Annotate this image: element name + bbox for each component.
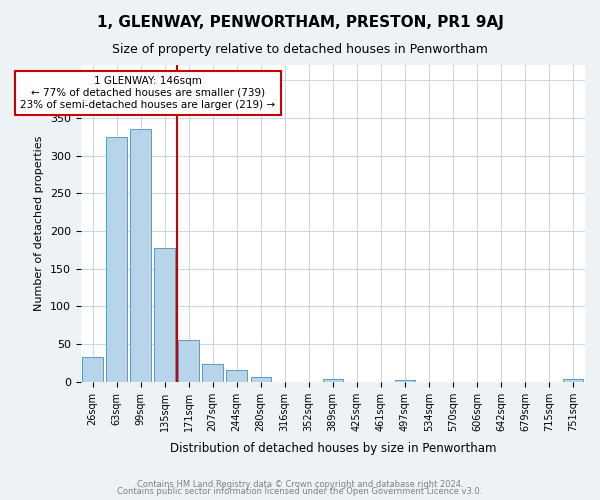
Bar: [82, 357, 103, 382]
Bar: [130, 129, 151, 382]
Bar: [323, 379, 343, 382]
Bar: [226, 370, 247, 382]
Y-axis label: Number of detached properties: Number of detached properties: [34, 136, 44, 311]
Bar: [202, 364, 223, 382]
Text: Contains HM Land Registry data © Crown copyright and database right 2024.: Contains HM Land Registry data © Crown c…: [137, 480, 463, 489]
Text: Contains public sector information licensed under the Open Government Licence v3: Contains public sector information licen…: [118, 487, 482, 496]
Bar: [178, 340, 199, 382]
Text: 1 GLENWAY: 146sqm
← 77% of detached houses are smaller (739)
23% of semi-detache: 1 GLENWAY: 146sqm ← 77% of detached hous…: [20, 76, 275, 110]
Text: Size of property relative to detached houses in Penwortham: Size of property relative to detached ho…: [112, 42, 488, 56]
Bar: [395, 380, 415, 382]
Bar: [154, 248, 175, 382]
X-axis label: Distribution of detached houses by size in Penwortham: Distribution of detached houses by size …: [170, 442, 496, 455]
Bar: [563, 379, 583, 382]
Text: 1, GLENWAY, PENWORTHAM, PRESTON, PR1 9AJ: 1, GLENWAY, PENWORTHAM, PRESTON, PR1 9AJ: [97, 15, 503, 30]
Bar: [106, 136, 127, 382]
Bar: [251, 378, 271, 382]
